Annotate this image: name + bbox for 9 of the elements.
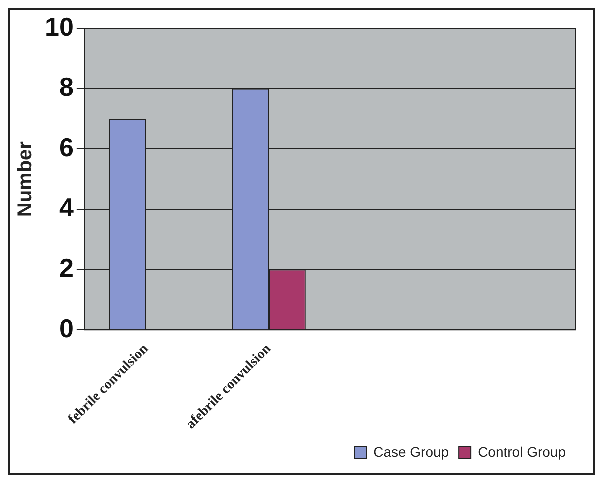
y-tick-label: 8 <box>59 72 74 102</box>
legend-label: Control Group <box>478 444 566 460</box>
y-axis-title: Number <box>14 141 37 218</box>
y-tick-label: 4 <box>59 192 74 223</box>
y-tick-label: 0 <box>59 313 74 344</box>
legend-label: Case Group <box>374 444 450 460</box>
y-tick-label: 6 <box>59 132 74 162</box>
y-tick-label: 10 <box>45 12 74 42</box>
y-tick-label: 2 <box>59 252 74 283</box>
